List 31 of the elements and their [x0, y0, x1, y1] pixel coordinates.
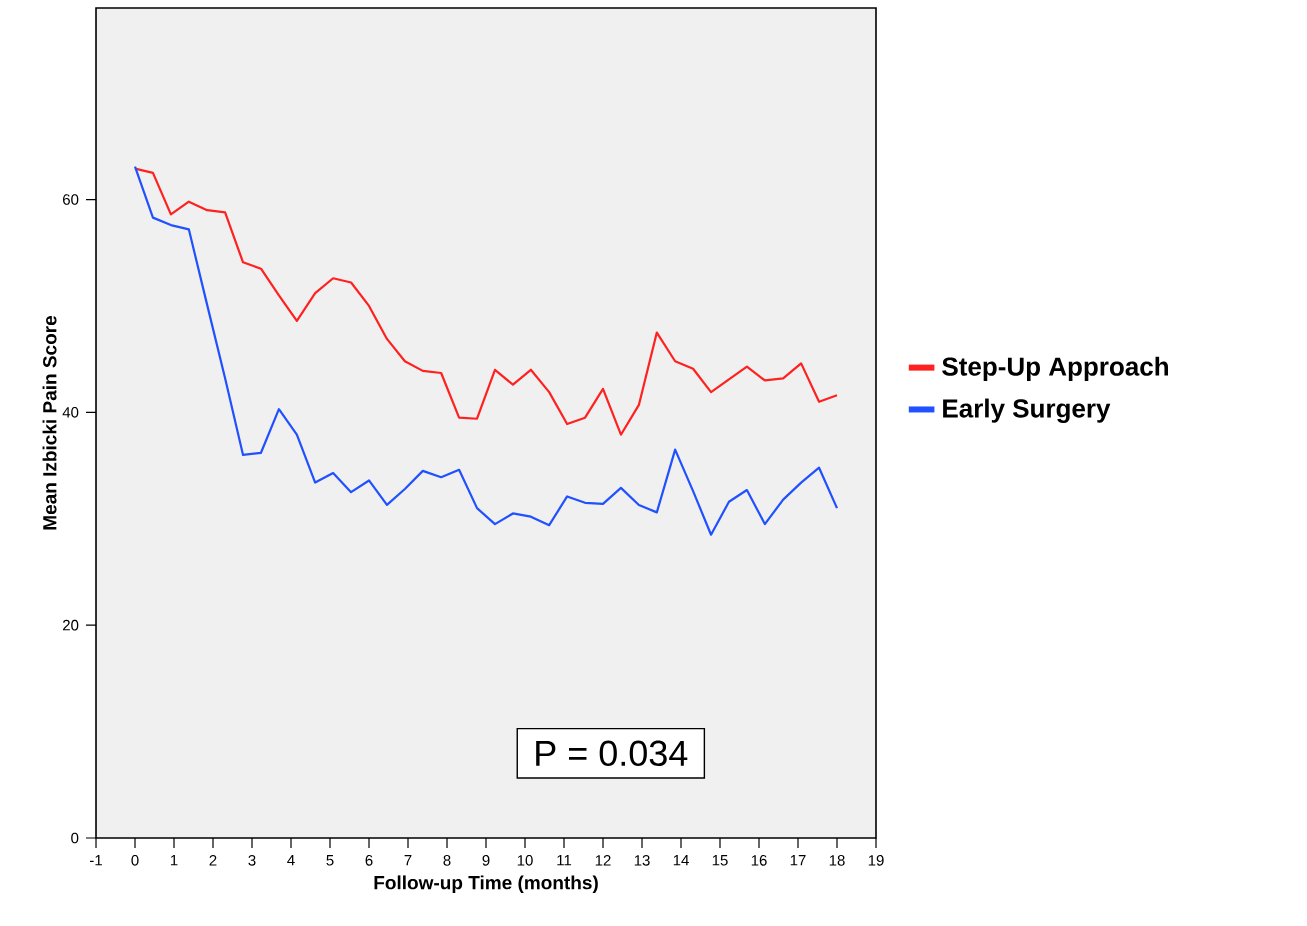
x-tick-label: 17	[790, 855, 806, 866]
x-tick-label: 8	[443, 855, 451, 866]
x-tick-label: 0	[131, 855, 139, 866]
y-tick-label: 60	[63, 194, 79, 205]
x-tick-label: 16	[751, 855, 767, 866]
x-tick-label: 1	[170, 855, 178, 866]
legend-label: Step-Up Approach	[942, 356, 1168, 381]
x-tick-label: 6	[365, 855, 373, 866]
x-tick-label: 5	[326, 855, 334, 866]
x-tick-label: 12	[595, 855, 611, 866]
x-tick-label: 7	[404, 855, 412, 866]
x-tick-label: 15	[712, 855, 728, 866]
x-axis-title: Follow-up Time (months)	[374, 875, 598, 894]
x-tick-label: 14	[673, 855, 689, 866]
y-tick-label: 40	[62, 407, 79, 418]
x-tick-label: 9	[482, 855, 490, 866]
x-tick-label: 10	[517, 855, 533, 866]
line-series	[133, 165, 839, 536]
x-tick-label: -1	[90, 855, 102, 866]
x-tick-label: 2	[209, 855, 217, 866]
x-tick-label: 13	[634, 855, 650, 866]
y-tick-label: 20	[63, 619, 79, 631]
x-tick-label: 18	[829, 855, 845, 866]
x-tick-label: 4	[287, 855, 295, 866]
annotation: P = 0.034	[536, 740, 688, 767]
legend-label: Early Surgery	[943, 398, 1111, 423]
x-tick-label: 19	[868, 855, 884, 866]
y-axis-title: Mean Izbicki Pain Score	[42, 315, 57, 530]
y-tick-label: 0	[71, 832, 79, 844]
x-tick-label: 3	[248, 855, 256, 866]
x-tick-label: 11	[557, 855, 572, 866]
